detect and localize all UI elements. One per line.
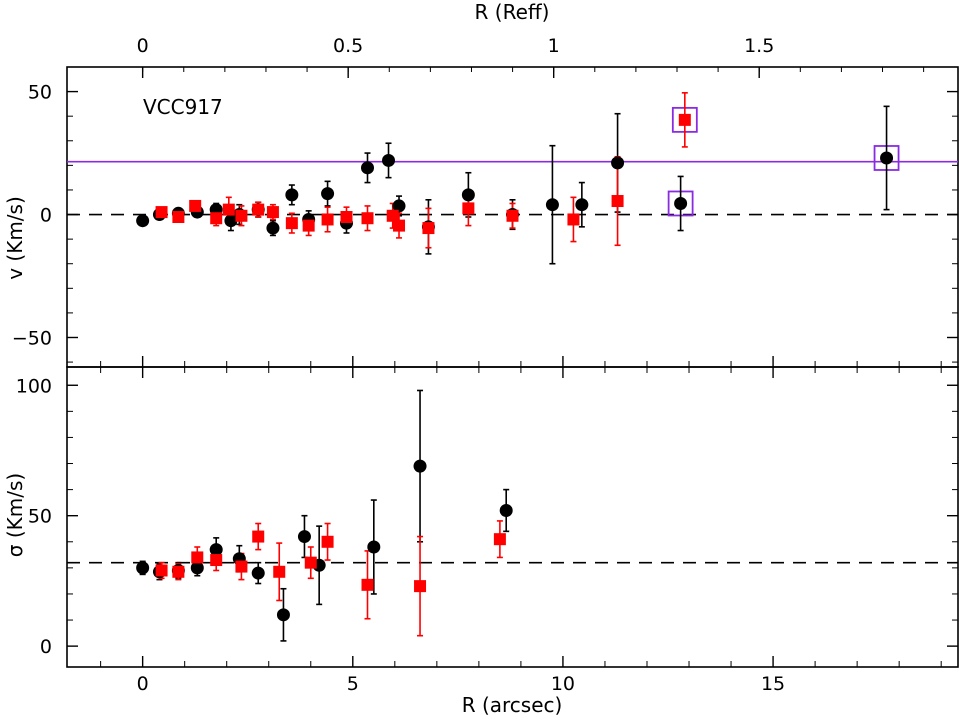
data-point-square xyxy=(414,580,427,593)
data-point-square xyxy=(191,551,204,564)
data-point-square xyxy=(678,113,691,126)
data-points xyxy=(136,113,894,622)
data-point-square xyxy=(252,530,265,543)
data-point-circle xyxy=(880,151,894,165)
data-point-square xyxy=(189,199,202,212)
y-axis-tick-label: 0 xyxy=(40,205,52,227)
top-axis-tick-label: 0.5 xyxy=(333,35,363,57)
data-point-square xyxy=(493,533,506,546)
top-panel-ticks: 00.511.52500−50 xyxy=(12,35,959,363)
y-axis-tick-label: 50 xyxy=(28,506,52,528)
bottom-axis-tick-label: 0 xyxy=(137,673,149,695)
data-point-square xyxy=(304,556,317,569)
data-point-circle xyxy=(382,153,396,167)
top-axis-tick-label: 1.5 xyxy=(744,35,774,57)
velocity-y-axis-label: v (Km/s) xyxy=(3,196,27,280)
bottom-x-axis-label: R (arcsec) xyxy=(462,693,563,717)
data-point-square xyxy=(235,209,248,222)
data-point-square xyxy=(266,206,279,219)
data-point-circle xyxy=(266,221,280,235)
top-x-axis-label: R (Reff) xyxy=(475,0,550,24)
bottom-panel-ticks: 0 5 10 15 100 50 0 xyxy=(16,356,958,695)
data-point-circle xyxy=(297,530,311,544)
data-point-square xyxy=(155,206,168,219)
data-point-square xyxy=(321,213,334,226)
bottom-panel-frame xyxy=(66,366,959,668)
data-point-square xyxy=(361,212,374,225)
data-point-square xyxy=(302,219,315,232)
top-axis-tick-label: 1 xyxy=(548,35,560,57)
galaxy-annotation: VCC917 xyxy=(143,95,223,119)
data-point-square xyxy=(340,211,353,223)
y-axis-tick-label: 0 xyxy=(40,636,52,658)
y-axis-tick-label: 50 xyxy=(28,82,52,104)
data-point-square xyxy=(321,535,334,548)
data-point-square xyxy=(386,209,399,222)
data-point-square xyxy=(393,219,406,232)
data-point-circle xyxy=(461,188,475,202)
data-point-circle xyxy=(575,198,589,212)
data-point-square xyxy=(567,213,580,226)
bottom-axis-tick-label: 5 xyxy=(347,673,359,695)
data-point-square xyxy=(210,554,223,567)
data-point-square xyxy=(235,560,248,573)
y-axis-tick-label: 100 xyxy=(16,375,52,397)
data-point-circle xyxy=(276,608,290,622)
data-point-square xyxy=(222,203,235,216)
data-point-circle xyxy=(674,196,688,210)
data-point-square xyxy=(273,565,286,578)
data-point-square xyxy=(210,212,223,225)
bottom-axis-tick-label: 10 xyxy=(551,673,575,695)
data-point-square xyxy=(462,202,475,215)
data-point-square xyxy=(506,209,519,222)
data-point-circle xyxy=(392,199,406,213)
data-point-square xyxy=(611,195,624,208)
data-point-circle xyxy=(136,561,150,575)
data-point-square xyxy=(172,211,185,223)
data-point-circle xyxy=(545,198,559,212)
data-point-circle xyxy=(251,566,265,580)
data-point-circle xyxy=(499,503,513,517)
data-point-circle xyxy=(413,459,427,473)
data-point-square xyxy=(361,578,374,591)
y-axis-tick-label: −50 xyxy=(12,327,52,349)
data-point-circle xyxy=(136,214,150,228)
sigma-y-axis-label: σ (Km/s) xyxy=(3,473,27,557)
data-point-circle xyxy=(190,561,204,575)
bottom-axis-tick-label: 15 xyxy=(761,673,785,695)
data-point-square xyxy=(155,564,168,577)
data-point-square xyxy=(252,203,265,216)
data-point-circle xyxy=(367,540,381,554)
data-point-circle xyxy=(321,187,335,201)
data-point-circle xyxy=(611,156,625,170)
data-point-square xyxy=(422,222,435,235)
data-point-circle xyxy=(361,161,375,175)
data-point-circle xyxy=(285,188,299,202)
data-point-circle xyxy=(209,543,223,557)
data-point-square xyxy=(285,217,298,230)
data-point-square xyxy=(172,565,185,578)
top-axis-tick-label: 0 xyxy=(137,35,149,57)
